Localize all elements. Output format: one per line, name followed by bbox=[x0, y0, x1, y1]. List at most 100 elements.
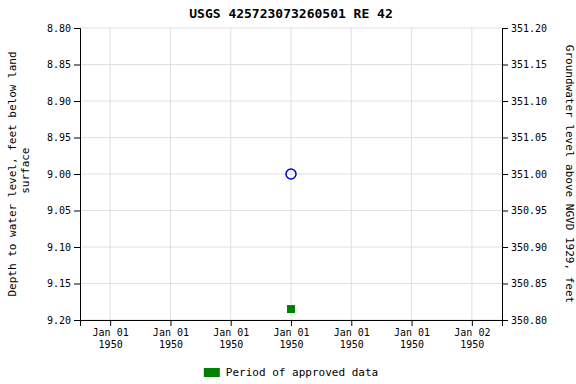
axis-line bbox=[503, 29, 509, 321]
y-axis: 8.80 8.85 8.90 8.95 9.00 9.05 9.10 9.15 9.20 bbox=[47, 23, 81, 326]
tick-mark bbox=[351, 320, 352, 326]
legend-swatch bbox=[204, 368, 220, 377]
tick-label: Jan 011950 bbox=[153, 327, 189, 350]
point bbox=[286, 169, 296, 179]
title: USGS 425723073260501 RE 42 bbox=[189, 6, 393, 21]
legend: Period of approved data bbox=[204, 366, 378, 379]
tick-label: 9.10 bbox=[47, 242, 71, 253]
y-axis-title: Depth to water level, feet below land su… bbox=[6, 51, 32, 296]
grid-line bbox=[471, 28, 472, 320]
tick: 8.80 bbox=[47, 23, 80, 34]
tick-label: 9.05 bbox=[47, 205, 71, 216]
tick-label-line: 1950 bbox=[159, 339, 183, 350]
tick: Jan 011950 bbox=[394, 320, 430, 350]
tick-label: 350.90 bbox=[511, 242, 547, 253]
tick-label: Jan 011950 bbox=[273, 327, 309, 350]
tick-label: Jan 011950 bbox=[334, 327, 370, 350]
tick-mark bbox=[502, 28, 508, 29]
tick: Jan 011950 bbox=[273, 320, 309, 350]
tick-mark bbox=[74, 174, 80, 175]
y-axis-title-line: surface bbox=[19, 148, 32, 201]
tick: 351.00 bbox=[502, 169, 547, 180]
tick-label-line: 1950 bbox=[400, 339, 424, 350]
tick-mark bbox=[74, 28, 80, 29]
tick: 8.90 bbox=[47, 96, 80, 107]
y2-axis: 351.20 351.15 351.10 351.05 351.00 350.95 350.… bbox=[502, 23, 547, 326]
grid-line bbox=[230, 28, 231, 320]
tick-label: 351.00 bbox=[511, 169, 547, 180]
axis-line bbox=[81, 321, 503, 327]
tick-mark bbox=[231, 320, 232, 326]
tick: 9.20 bbox=[47, 315, 80, 326]
plot: Jan 011950Jan 011950Jan 011950Jan 011950… bbox=[47, 23, 547, 350]
tick-label: 8.90 bbox=[47, 96, 71, 107]
tick: Jan 011950 bbox=[153, 320, 189, 350]
tick-label: 351.10 bbox=[511, 96, 547, 107]
grid-line bbox=[411, 28, 412, 320]
axis-line bbox=[74, 29, 81, 321]
chart: Jan 011950Jan 011950Jan 011950Jan 011950… bbox=[0, 0, 576, 384]
tick-label: 350.95 bbox=[511, 205, 547, 216]
tick-label-line: 1950 bbox=[99, 339, 123, 350]
tick: 350.80 bbox=[502, 315, 547, 326]
tick-mark bbox=[502, 211, 508, 212]
tick-label: 8.80 bbox=[47, 23, 71, 34]
tick-label-line: Jan 01 bbox=[153, 327, 189, 338]
tick: 350.90 bbox=[502, 242, 547, 253]
tick: 8.85 bbox=[47, 59, 80, 70]
tick-label-line: 1950 bbox=[279, 339, 303, 350]
tick-mark bbox=[502, 247, 508, 248]
tick-label-line: Jan 01 bbox=[334, 327, 370, 338]
tick-label: 8.85 bbox=[47, 59, 71, 70]
tick-mark bbox=[74, 101, 80, 102]
tick-mark bbox=[74, 284, 80, 285]
tick-mark bbox=[74, 320, 80, 321]
grid-line bbox=[291, 28, 292, 320]
tick-label-line: 1950 bbox=[460, 339, 484, 350]
grid bbox=[80, 28, 502, 320]
tick-mark bbox=[502, 174, 508, 175]
tick: Jan 011950 bbox=[213, 320, 249, 350]
tick: Jan 021950 bbox=[454, 320, 490, 350]
y2-axis-title: Groundwater level above NGVD 1929, feet bbox=[563, 45, 576, 303]
tick-mark bbox=[74, 211, 80, 212]
tick-mark bbox=[412, 320, 413, 326]
tick: 351.15 bbox=[502, 59, 547, 70]
series bbox=[287, 305, 295, 313]
tick-mark bbox=[502, 101, 508, 102]
tick-label: 350.80 bbox=[511, 315, 547, 326]
tick-mark bbox=[74, 247, 80, 248]
tick-mark bbox=[502, 284, 508, 285]
tick-label: 351.20 bbox=[511, 23, 547, 34]
tick-mark bbox=[74, 65, 80, 66]
tick: 8.95 bbox=[47, 132, 80, 143]
tick-label-line: Jan 02 bbox=[454, 327, 490, 338]
tick-label-line: 1950 bbox=[219, 339, 243, 350]
tick-label-line: Jan 01 bbox=[273, 327, 309, 338]
tick-mark bbox=[291, 320, 292, 326]
tick-mark bbox=[502, 65, 508, 66]
tick-label: 9.20 bbox=[47, 315, 71, 326]
tick-label: Jan 011950 bbox=[213, 327, 249, 350]
tick-label: 8.95 bbox=[47, 132, 71, 143]
y-axis-title-line: Depth to water level, feet below land bbox=[6, 51, 19, 296]
tick-label: Jan 021950 bbox=[454, 327, 490, 350]
tick-label: 350.85 bbox=[511, 278, 547, 289]
tick-mark bbox=[74, 138, 80, 139]
tick: 350.85 bbox=[502, 278, 547, 289]
tick-label-line: Jan 01 bbox=[394, 327, 430, 338]
tick-label: 351.05 bbox=[511, 132, 547, 143]
tick-label-line: 1950 bbox=[340, 339, 364, 350]
legend-label: Period of approved data bbox=[226, 366, 378, 379]
x-axis: Jan 011950Jan 011950Jan 011950Jan 011950… bbox=[81, 320, 503, 350]
grid-line bbox=[110, 28, 111, 320]
tick-label: Jan 011950 bbox=[394, 327, 430, 350]
tick-label-line: Jan 01 bbox=[93, 327, 129, 338]
tick-label: Jan 011950 bbox=[93, 327, 129, 350]
tick-label: 9.00 bbox=[47, 169, 71, 180]
tick-label: 9.15 bbox=[47, 278, 71, 289]
tick-mark bbox=[472, 320, 473, 326]
tick-mark bbox=[502, 320, 508, 321]
tick: 351.20 bbox=[502, 23, 547, 34]
tick: Jan 011950 bbox=[93, 320, 129, 350]
